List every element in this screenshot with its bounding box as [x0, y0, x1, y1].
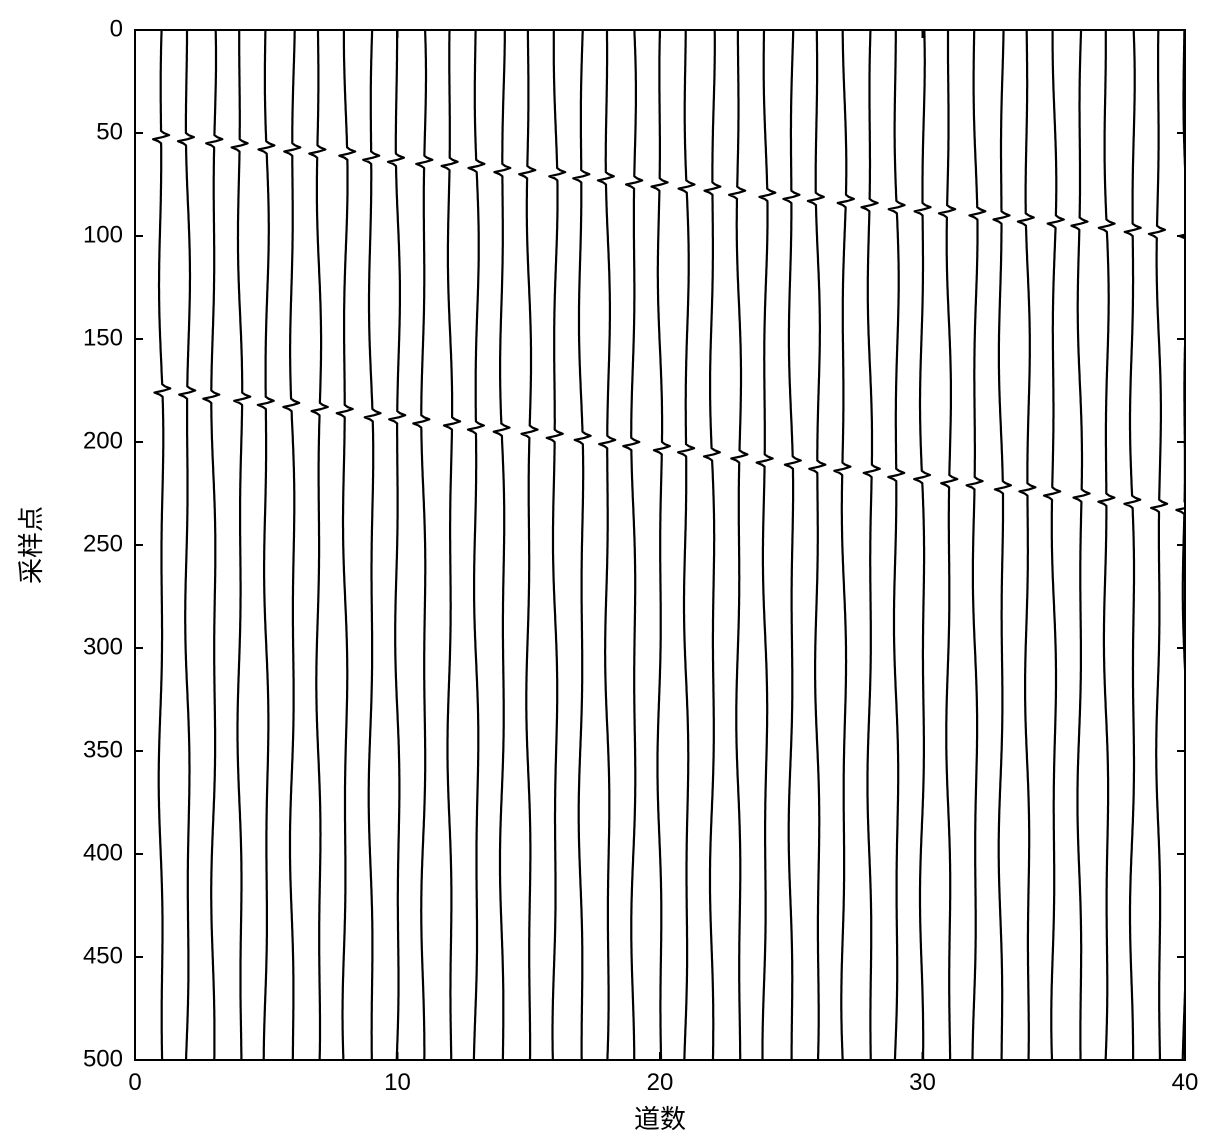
y-tick-label: 100: [83, 221, 123, 248]
x-tick-label: 10: [384, 1069, 411, 1096]
seismic-wiggle-plot: 050100150200250300350400450500010203040道…: [0, 0, 1217, 1147]
y-tick-label: 500: [83, 1045, 123, 1072]
x-tick-label: 0: [128, 1069, 141, 1096]
x-axis-label: 道数: [634, 1105, 686, 1134]
y-tick-label: 300: [83, 633, 123, 660]
x-tick-label: 20: [647, 1069, 674, 1096]
figure-container: 050100150200250300350400450500010203040道…: [0, 0, 1217, 1147]
x-tick-label: 30: [909, 1069, 936, 1096]
y-axis-label: 采样点: [17, 506, 46, 584]
y-tick-label: 450: [83, 942, 123, 969]
y-tick-label: 200: [83, 427, 123, 454]
y-tick-label: 400: [83, 839, 123, 866]
y-tick-label: 150: [83, 324, 123, 351]
y-tick-label: 250: [83, 530, 123, 557]
y-tick-label: 50: [96, 118, 123, 145]
y-tick-label: 350: [83, 736, 123, 763]
y-tick-label: 0: [110, 15, 123, 42]
x-tick-label: 40: [1172, 1069, 1199, 1096]
